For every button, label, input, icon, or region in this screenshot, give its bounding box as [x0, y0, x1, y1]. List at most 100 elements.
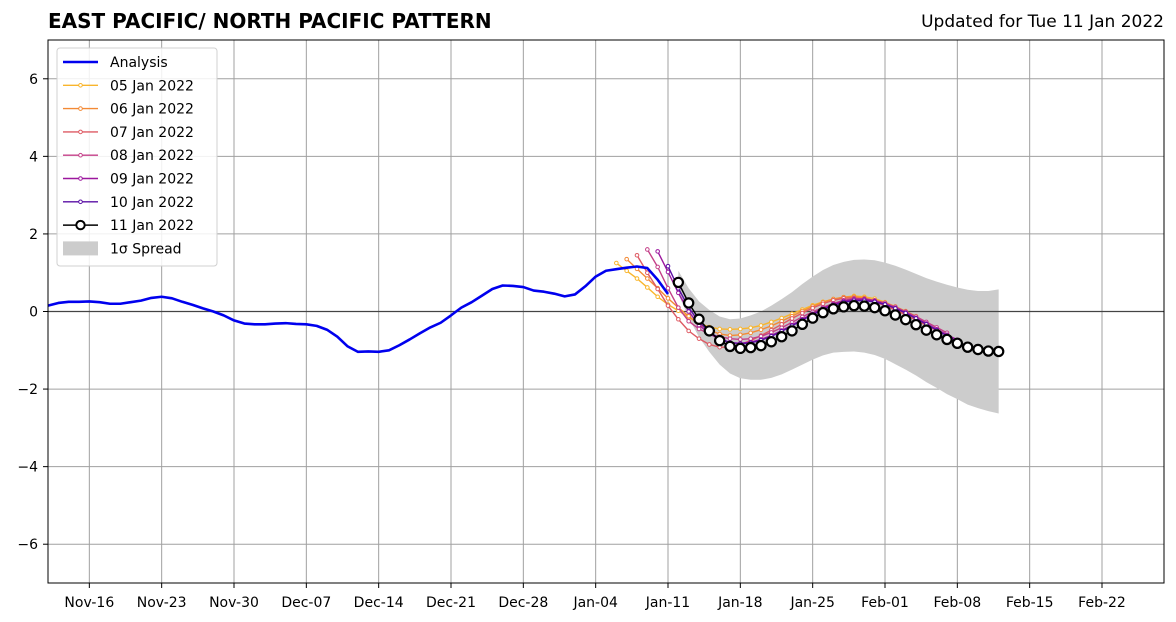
legend-swatch-marker	[78, 106, 83, 111]
legend-swatch-marker	[78, 176, 83, 181]
legend-swatch-marker	[78, 83, 83, 88]
x-tick-label: Feb-22	[1078, 595, 1126, 611]
forecast-point	[686, 328, 691, 334]
current-forecast-point	[930, 329, 943, 341]
current-forecast-point	[734, 342, 747, 355]
x-tick-label: Dec-07	[281, 595, 331, 611]
current-forecast-point	[982, 345, 995, 357]
x-tick-label: Feb-01	[861, 595, 909, 611]
forecast-point	[738, 337, 743, 342]
legend-label-forecast: 09 Jan 2022	[110, 172, 194, 188]
forecast-point	[665, 263, 671, 269]
current-forecast-point	[920, 324, 933, 336]
spread-band	[678, 259, 999, 414]
x-tick-label: Dec-28	[498, 595, 548, 611]
legend-swatch-marker	[78, 199, 83, 205]
legend-swatch-spread	[63, 241, 98, 256]
forecast-point	[789, 316, 795, 321]
forecast-point	[717, 326, 722, 332]
forecast-point	[665, 296, 671, 301]
forecast-point	[758, 323, 764, 328]
forecast-point	[748, 325, 753, 331]
x-tick-label: Jan-04	[572, 595, 618, 611]
current-forecast-point	[848, 299, 860, 312]
forecast-point	[645, 247, 650, 252]
x-tick-label: Jan-11	[645, 595, 690, 611]
current-forecast-point	[672, 276, 685, 289]
current-forecast-point	[703, 325, 716, 337]
y-tick-label: 0	[29, 305, 38, 321]
current-forecast-point	[786, 325, 798, 337]
current-forecast-point	[837, 301, 850, 313]
chart-subtitle: Updated for Tue 11 Jan 2022	[921, 12, 1164, 32]
current-forecast-point	[806, 312, 819, 324]
forecast-point	[676, 305, 681, 310]
current-forecast-point	[961, 341, 974, 353]
forecast-point	[655, 264, 660, 270]
current-forecast-point	[796, 318, 809, 330]
x-tick-label: Nov-23	[137, 595, 187, 611]
current-forecast-point	[724, 340, 736, 353]
analysis-line	[47, 265, 670, 354]
current-forecast-point	[755, 339, 767, 352]
current-forecast-point	[899, 313, 912, 326]
legend-label-forecast: 10 Jan 2022	[110, 195, 194, 211]
forecast-point	[696, 336, 702, 341]
forecast-point	[738, 332, 743, 338]
forecast-point	[769, 323, 774, 329]
forecast-point	[634, 252, 640, 258]
forecast-point	[738, 326, 743, 332]
forecast-point	[769, 319, 774, 325]
current-forecast-point	[682, 297, 695, 309]
forecast-point	[624, 256, 629, 262]
current-forecast-point	[827, 303, 840, 315]
y-tick-label: −2	[17, 382, 38, 398]
x-tick-label: Jan-18	[717, 595, 762, 611]
current-forecast-point	[765, 336, 778, 348]
forecast-point	[676, 316, 681, 322]
x-tick-label: Jan-25	[789, 595, 834, 611]
forecast-point	[665, 285, 671, 291]
forecast-point	[645, 270, 650, 276]
current-forecast-point	[868, 301, 881, 314]
current-forecast-point	[744, 341, 757, 354]
forecast-point	[800, 310, 805, 316]
legend-label-analysis: Analysis	[110, 55, 168, 71]
forecast-point	[624, 268, 629, 274]
forecast-point	[696, 326, 702, 332]
current-forecast-point	[889, 309, 902, 321]
chart-title: EAST PACIFIC/ NORTH PACIFIC PATTERN	[48, 9, 492, 33]
current-forecast-point	[858, 300, 871, 312]
y-tick-label: 6	[29, 72, 38, 88]
forecast-point	[614, 260, 619, 266]
x-tick-label: Dec-21	[426, 595, 476, 611]
forecast-point	[645, 276, 650, 281]
current-forecast-point	[817, 306, 829, 319]
legend-swatch-marker	[78, 152, 83, 158]
current-forecast-point	[775, 331, 788, 343]
current-forecast-point	[693, 313, 705, 325]
legend-swatch-marker	[78, 129, 83, 135]
current-forecast-point	[941, 333, 953, 346]
x-tick-label: Feb-15	[1006, 595, 1054, 611]
legend-label-forecast: 08 Jan 2022	[110, 148, 194, 164]
x-tick-label: Feb-08	[934, 595, 982, 611]
forecast-point	[810, 305, 815, 311]
legend-label-spread: 1σ Spread	[110, 241, 182, 257]
y-tick-label: 2	[29, 227, 38, 243]
current-forecast-point	[992, 345, 1005, 358]
forecast-point	[645, 285, 650, 290]
y-tick-label: 4	[29, 149, 38, 165]
legend-label-forecast: 05 Jan 2022	[110, 78, 194, 94]
legend-label-forecast: 07 Jan 2022	[110, 125, 194, 141]
legend-swatch-current-marker	[75, 219, 86, 231]
current-forecast-point	[879, 305, 891, 317]
forecast-point	[748, 330, 753, 336]
forecast-point	[655, 294, 660, 300]
current-forecast-point	[972, 343, 984, 356]
x-tick-label: Nov-16	[64, 595, 114, 611]
forecast-point	[665, 303, 671, 308]
x-tick-label: Nov-30	[209, 595, 259, 611]
forecast-point	[686, 318, 691, 324]
